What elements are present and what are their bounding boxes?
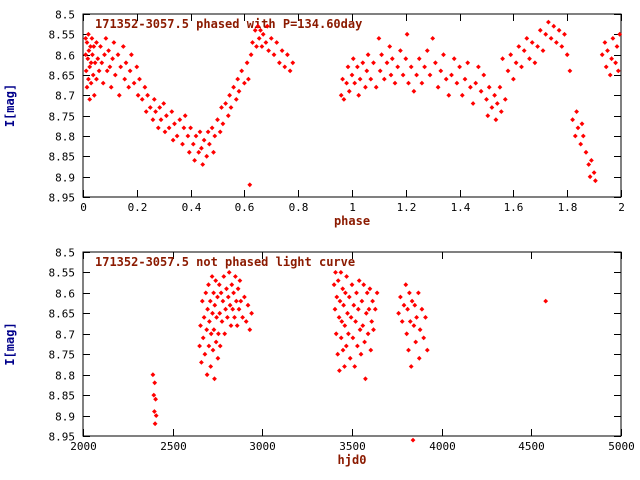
x-tick-label: 2000 <box>70 440 97 453</box>
x-axis-label: phase <box>334 214 370 228</box>
x-tick-label: 1.8 <box>558 201 578 214</box>
x-axis-label: hjd0 <box>338 453 367 467</box>
x-tick-label: 0.2 <box>128 201 148 214</box>
y-tick-label: 8.85 <box>49 390 76 403</box>
unphased-light-curve-chart: 2000 2500 3000 3500 4000 4500 5000 8.5 8.55 8.6 8.… <box>3 247 635 468</box>
x-tick-label: 2500 <box>160 440 187 453</box>
x-tick-label: 0.8 <box>289 201 309 214</box>
y-tick-label: 8.7 <box>55 329 75 342</box>
x-tick-label: 0 <box>80 201 87 214</box>
y-tick-label: 8.8 <box>55 131 75 144</box>
y-tick-label: 8.85 <box>49 151 76 164</box>
x-tick-label: 3000 <box>249 440 276 453</box>
x-tick-label: 5000 <box>608 440 635 453</box>
y-tick-label: 8.9 <box>55 172 75 185</box>
chart-title: 171352-3057.5 not phased light curve <box>95 255 355 269</box>
data-points <box>83 19 623 188</box>
y-tick-label: 8.75 <box>49 111 76 124</box>
y-tick-label: 8.65 <box>49 70 76 83</box>
plot-border <box>82 251 622 437</box>
y-axis-label: I[mag] <box>3 84 17 127</box>
y-axis-label: I[mag] <box>3 322 17 365</box>
y-tick-label: 8.95 <box>49 192 76 205</box>
x-tick-label: 1.2 <box>397 201 417 214</box>
x-tick-label: 1.6 <box>504 201 524 214</box>
x-tick-label: 4000 <box>429 440 456 453</box>
data-points <box>150 270 549 443</box>
x-tick-label: 0.6 <box>235 201 255 214</box>
y-tick-label: 8.6 <box>55 288 75 301</box>
y-tick-label: 8.8 <box>55 370 75 383</box>
y-tick-label: 8.5 <box>55 9 75 22</box>
x-tick-label: 3500 <box>339 440 366 453</box>
y-tick-label: 8.7 <box>55 90 75 103</box>
y-tick-label: 8.5 <box>55 247 75 260</box>
y-tick-label: 8.65 <box>49 308 76 321</box>
x-tick-label: 0.4 <box>182 201 202 214</box>
y-tick-label: 8.6 <box>55 50 75 63</box>
x-tick-label: 1.4 <box>451 201 471 214</box>
x-tick-label: 2 <box>618 201 625 214</box>
phased-light-curve-chart: 0 0.2 0.4 0.6 0.8 1 1.2 1.4 1.6 1.8 2 8.5 8.55 8.6 8.6… <box>3 9 625 229</box>
x-tick-label: 1 <box>349 201 356 214</box>
y-tick-label: 8.75 <box>49 349 76 362</box>
y-tick-label: 8.55 <box>49 267 76 280</box>
y-tick-label: 8.9 <box>55 411 75 424</box>
x-tick-label: 4500 <box>518 440 545 453</box>
y-tick-label: 8.95 <box>49 431 76 444</box>
chart-title: 171352-3057.5 phased with P=134.60day <box>95 17 362 31</box>
y-tick-label: 8.55 <box>49 29 76 42</box>
